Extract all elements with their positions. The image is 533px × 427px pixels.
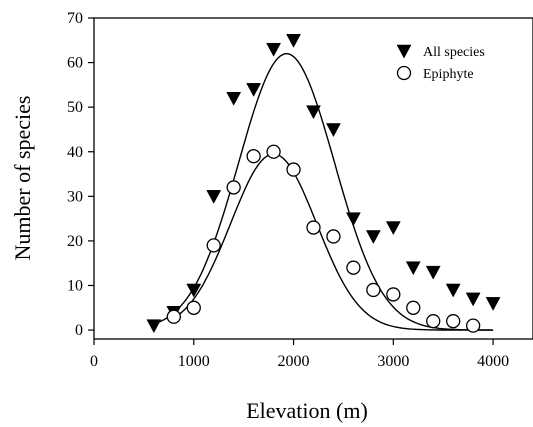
fit-curve-all-species: [153, 53, 494, 331]
y-tick-label: 70: [67, 10, 83, 27]
plot-frame: [93, 17, 533, 340]
y-tick-label: 10: [67, 278, 83, 295]
point-all-species: [485, 297, 501, 311]
y-tick-label: 0: [75, 322, 83, 339]
x-tick-label: 0: [90, 353, 98, 370]
point-epiphyte: [266, 144, 281, 159]
point-epiphyte: [406, 300, 421, 315]
point-epiphyte: [386, 287, 401, 302]
x-axis-title: Elevation (m): [246, 398, 368, 423]
point-all-species: [425, 265, 441, 280]
point-all-species: [445, 283, 461, 298]
legend-marker-epiphyte: [396, 65, 412, 81]
legend-label: All species: [423, 45, 485, 60]
point-all-species: [246, 83, 262, 97]
x-axis-ticks: 0 1000 2000 3000 4000: [90, 339, 509, 370]
data-markers: [146, 34, 501, 334]
x-tick-label: 2000: [278, 353, 310, 370]
point-all-species: [405, 261, 421, 276]
x-tick-label: 3000: [377, 353, 409, 370]
y-axis-title: Number of species: [10, 96, 35, 261]
point-epiphyte: [166, 309, 181, 324]
legend-marker-all-species: [396, 44, 412, 59]
y-tick-label: 20: [67, 233, 83, 250]
legend-label: Epiphyte: [423, 67, 474, 82]
point-epiphyte: [246, 149, 261, 164]
point-epiphyte: [346, 260, 361, 275]
y-tick-label: 30: [67, 188, 83, 205]
x-tick-label: 1000: [178, 353, 210, 370]
point-epiphyte: [306, 220, 321, 235]
legend: All species Epiphyte: [396, 44, 485, 82]
point-epiphyte: [326, 229, 341, 244]
point-epiphyte: [366, 282, 381, 298]
point-all-species: [186, 283, 202, 298]
point-all-species: [266, 42, 282, 57]
point-all-species: [306, 105, 321, 120]
point-epiphyte: [226, 180, 241, 195]
y-tick-label: 50: [67, 99, 83, 116]
y-tick-label: 40: [67, 144, 83, 161]
y-tick-label: 60: [67, 55, 83, 72]
point-epiphyte: [186, 300, 201, 315]
fit-curve-epiphyte: [173, 153, 494, 331]
point-all-species: [345, 212, 361, 227]
point-all-species: [146, 319, 162, 334]
y-axis-ticks: 0 10 20 30 40 50 60 70: [67, 10, 94, 339]
point-all-species: [226, 92, 242, 106]
point-all-species: [206, 190, 222, 204]
point-epiphyte: [286, 162, 301, 177]
x-tick-label: 4000: [477, 353, 509, 370]
point-all-species: [286, 34, 301, 48]
fit-curves: [153, 53, 494, 331]
point-epiphyte: [446, 314, 461, 329]
point-epiphyte: [206, 238, 221, 253]
point-all-species: [465, 292, 481, 307]
point-epiphyte: [465, 318, 481, 333]
point-all-species: [385, 221, 401, 236]
point-all-species: [326, 123, 341, 137]
point-all-species: [365, 230, 381, 244]
point-epiphyte: [426, 314, 441, 329]
